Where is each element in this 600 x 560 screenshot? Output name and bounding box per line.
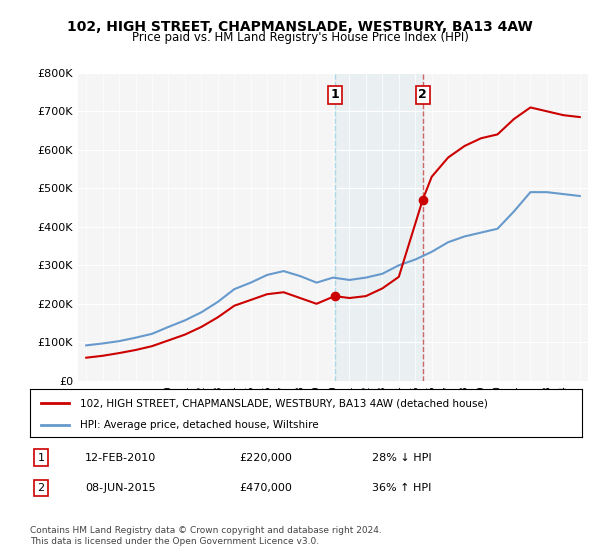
Text: 2: 2 [37,483,44,493]
Text: 12-FEB-2010: 12-FEB-2010 [85,452,157,463]
Text: 08-JUN-2015: 08-JUN-2015 [85,483,156,493]
Text: Contains HM Land Registry data © Crown copyright and database right 2024.
This d: Contains HM Land Registry data © Crown c… [30,526,382,546]
Text: £220,000: £220,000 [240,452,293,463]
Text: 102, HIGH STREET, CHAPMANSLADE, WESTBURY, BA13 4AW: 102, HIGH STREET, CHAPMANSLADE, WESTBURY… [67,20,533,34]
Text: Price paid vs. HM Land Registry's House Price Index (HPI): Price paid vs. HM Land Registry's House … [131,31,469,44]
Text: £470,000: £470,000 [240,483,293,493]
Text: 2: 2 [418,88,427,101]
Text: 1: 1 [330,88,339,101]
Text: 36% ↑ HPI: 36% ↑ HPI [372,483,431,493]
Bar [335,73,422,381]
Text: 102, HIGH STREET, CHAPMANSLADE, WESTBURY, BA13 4AW (detached house): 102, HIGH STREET, CHAPMANSLADE, WESTBURY… [80,399,488,408]
Text: 1: 1 [38,452,44,463]
Text: HPI: Average price, detached house, Wiltshire: HPI: Average price, detached house, Wilt… [80,420,319,430]
Text: 28% ↓ HPI: 28% ↓ HPI [372,452,432,463]
